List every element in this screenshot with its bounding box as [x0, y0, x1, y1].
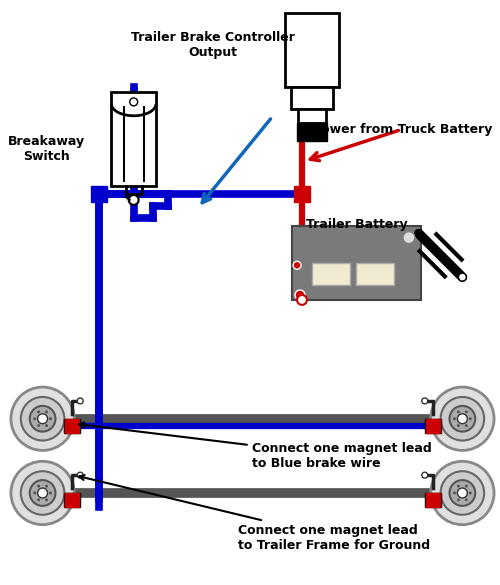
- Circle shape: [37, 411, 40, 414]
- Circle shape: [465, 484, 468, 488]
- Bar: [112, 92, 156, 186]
- Text: Trailer Battery: Trailer Battery: [306, 218, 408, 230]
- Circle shape: [430, 462, 494, 525]
- Bar: [91, 186, 107, 202]
- Bar: [294, 186, 310, 202]
- Bar: [64, 419, 80, 432]
- Circle shape: [38, 414, 48, 424]
- Bar: [298, 109, 326, 123]
- Circle shape: [45, 411, 48, 414]
- Text: Connect one magnet lead
to Blue brake wire: Connect one magnet lead to Blue brake wi…: [80, 422, 432, 470]
- Text: Trailer Brake Controller
Output: Trailer Brake Controller Output: [131, 30, 295, 58]
- Circle shape: [422, 472, 428, 478]
- Circle shape: [128, 195, 138, 205]
- Circle shape: [11, 387, 74, 450]
- Circle shape: [465, 424, 468, 427]
- Bar: [284, 13, 339, 87]
- Bar: [292, 226, 421, 300]
- Bar: [426, 419, 440, 432]
- Circle shape: [77, 472, 83, 478]
- Circle shape: [458, 414, 468, 424]
- Text: Power from Truck Battery: Power from Truck Battery: [312, 123, 492, 136]
- Circle shape: [457, 411, 460, 414]
- Circle shape: [30, 406, 56, 432]
- Circle shape: [130, 98, 138, 106]
- Text: Breakaway
Switch: Breakaway Switch: [8, 136, 85, 163]
- Circle shape: [440, 397, 484, 441]
- Bar: [291, 87, 333, 109]
- Circle shape: [45, 498, 48, 501]
- Bar: [64, 493, 80, 507]
- Bar: [66, 493, 79, 507]
- Circle shape: [458, 273, 466, 281]
- Circle shape: [430, 387, 494, 450]
- Circle shape: [49, 417, 52, 420]
- Circle shape: [21, 471, 64, 515]
- Circle shape: [453, 491, 456, 494]
- Circle shape: [37, 484, 40, 488]
- Circle shape: [297, 295, 307, 305]
- Circle shape: [440, 471, 484, 515]
- Circle shape: [11, 462, 74, 525]
- Circle shape: [453, 417, 456, 420]
- Circle shape: [30, 480, 56, 506]
- Circle shape: [49, 491, 52, 494]
- Bar: [356, 263, 394, 285]
- Circle shape: [37, 424, 40, 427]
- Bar: [312, 263, 350, 285]
- Circle shape: [77, 398, 83, 404]
- Circle shape: [457, 484, 460, 488]
- Bar: [425, 419, 440, 432]
- Circle shape: [469, 491, 472, 494]
- Text: Connect one magnet lead
to Trailer Frame for Ground: Connect one magnet lead to Trailer Frame…: [79, 475, 430, 552]
- Circle shape: [295, 290, 305, 300]
- Circle shape: [450, 480, 475, 506]
- Bar: [66, 419, 79, 432]
- Circle shape: [45, 424, 48, 427]
- Circle shape: [403, 232, 415, 243]
- Circle shape: [38, 488, 48, 498]
- Circle shape: [458, 488, 468, 498]
- Circle shape: [33, 417, 36, 420]
- Bar: [425, 493, 440, 507]
- Circle shape: [21, 397, 64, 441]
- Circle shape: [465, 498, 468, 501]
- Circle shape: [457, 424, 460, 427]
- Bar: [297, 123, 326, 140]
- Circle shape: [33, 491, 36, 494]
- Circle shape: [450, 406, 475, 432]
- Circle shape: [45, 484, 48, 488]
- Circle shape: [293, 261, 301, 269]
- Circle shape: [457, 498, 460, 501]
- Circle shape: [469, 417, 472, 420]
- Circle shape: [422, 398, 428, 404]
- Circle shape: [465, 411, 468, 414]
- Bar: [426, 493, 440, 507]
- Circle shape: [37, 498, 40, 501]
